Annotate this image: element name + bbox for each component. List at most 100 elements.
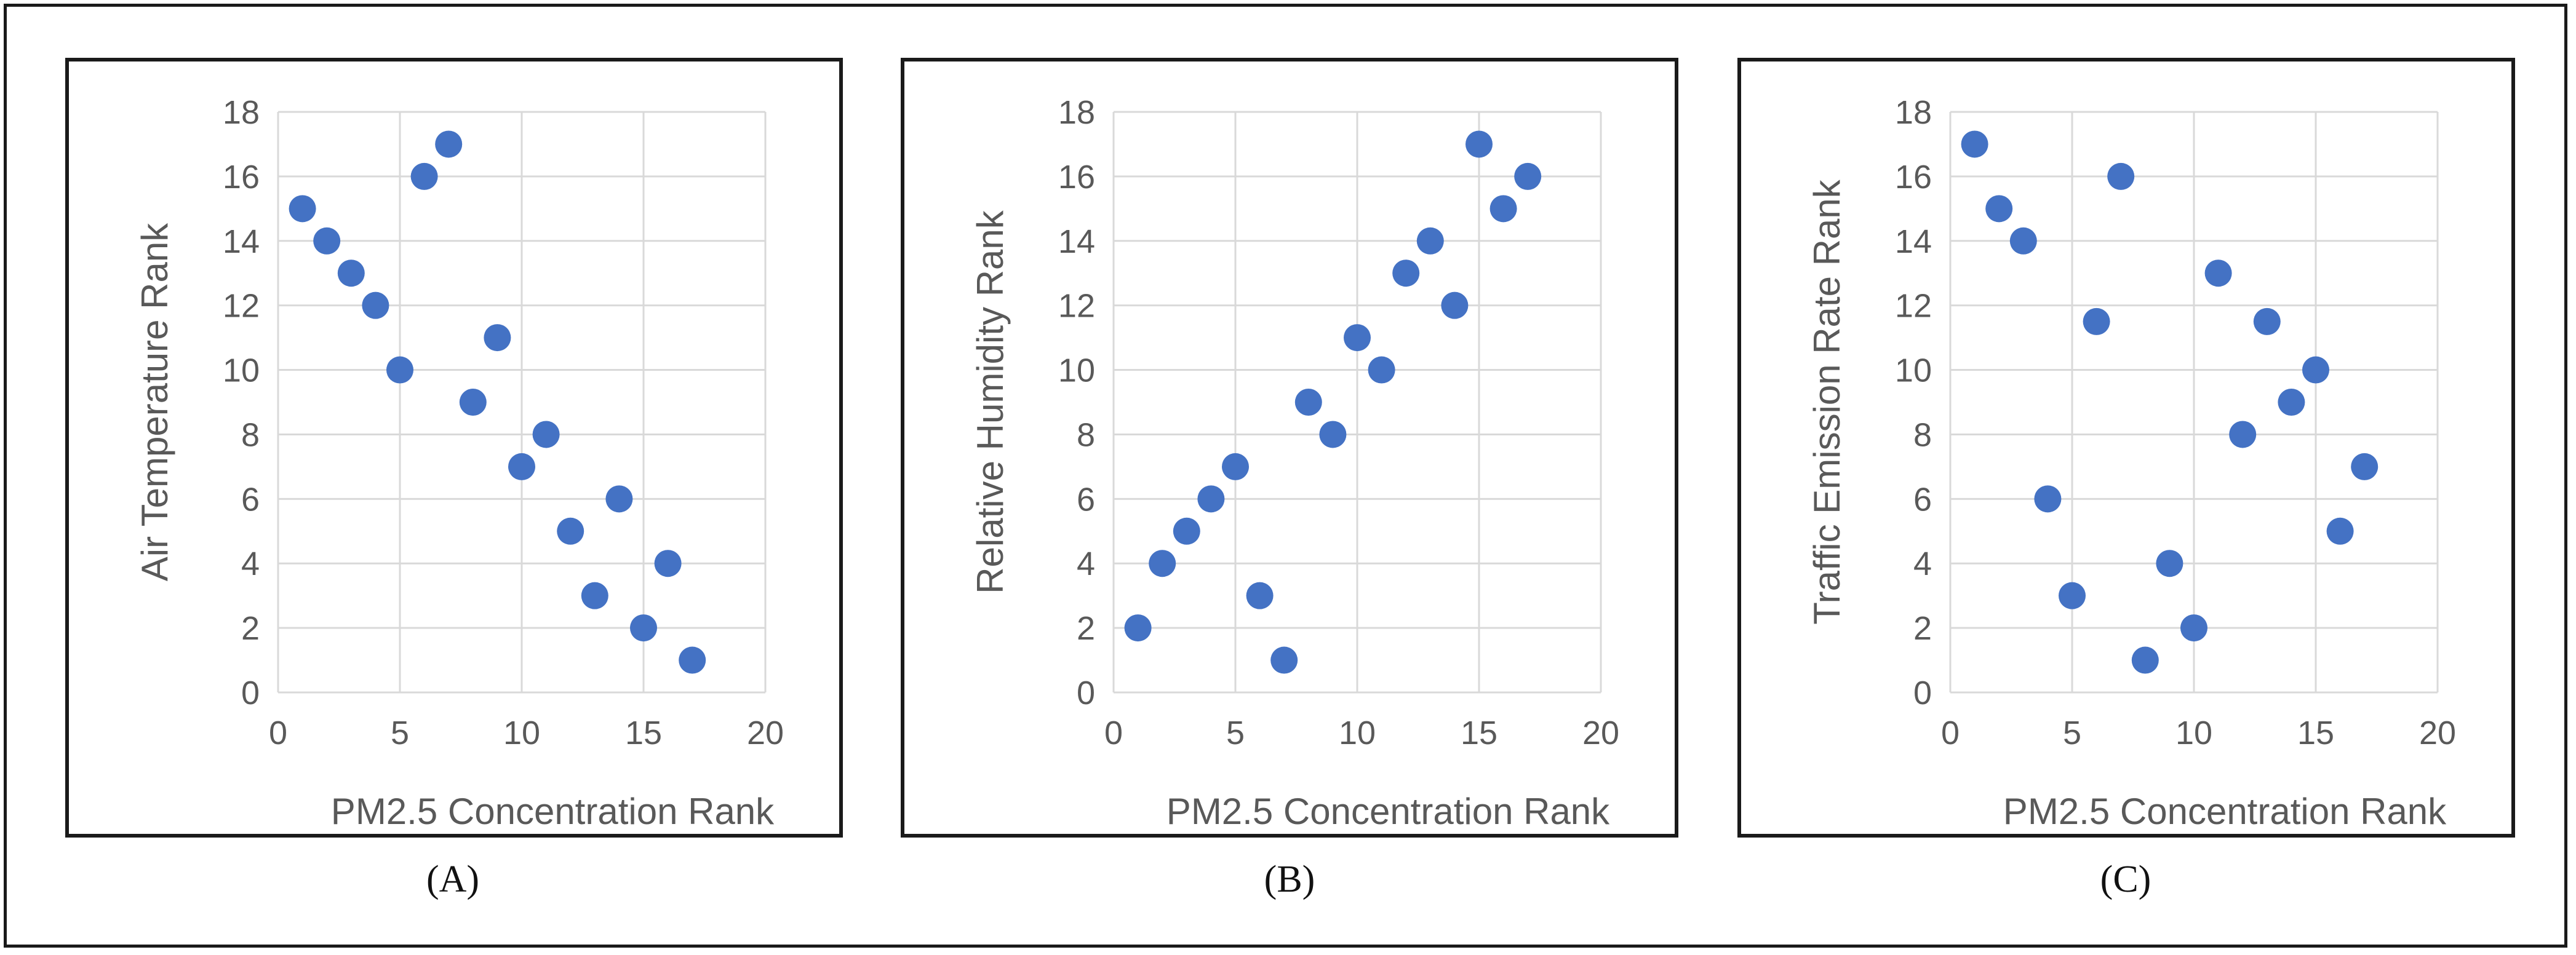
y-tick-label: 2 [1077, 610, 1095, 647]
y-tick-label: 0 [241, 675, 260, 711]
y-tick-label: 0 [1913, 675, 1932, 711]
y-tick-label: 6 [1913, 481, 1932, 518]
y-tick-label: 14 [1058, 223, 1095, 260]
data-point-a-6 [410, 162, 438, 190]
x-tick-label: 10 [2175, 715, 2212, 751]
data-point-a-9 [484, 324, 511, 352]
data-point-b-17 [1514, 162, 1542, 190]
y-tick-label: 4 [1913, 545, 1932, 582]
y-tick-label: 12 [1895, 288, 1932, 325]
data-point-b-16 [1489, 195, 1517, 223]
x-tick-label: 0 [1104, 715, 1123, 751]
chart-panel-b: 0 2 4 6 8 10 12 14 16 18 0 5 10 15 20 PM2.5 Concentrati… [901, 58, 1678, 838]
y-tick-label: 10 [223, 352, 260, 389]
data-point-a-4 [362, 291, 389, 319]
data-point-a-16 [654, 550, 682, 577]
panel-label-a: (A) [426, 858, 480, 900]
panel-label-b: (B) [1264, 858, 1315, 900]
data-point-a-3 [337, 260, 365, 287]
x-tick-label: 10 [1339, 715, 1376, 751]
x-tick-label: 0 [1941, 715, 1960, 751]
y-tick-label: 6 [241, 481, 260, 518]
y-tick-label: 8 [241, 416, 260, 453]
y-tick-label: 16 [1058, 159, 1095, 196]
y-tick-label: 16 [1895, 159, 1932, 196]
data-point-c-1 [1961, 130, 1988, 158]
data-point-b-10 [1344, 324, 1371, 352]
x-tick-label: 20 [747, 715, 784, 751]
data-point-b-14 [1441, 291, 1469, 319]
data-point-c-11 [2204, 260, 2232, 287]
data-point-a-5 [386, 356, 413, 384]
y-tick-label: 12 [1058, 288, 1095, 325]
data-point-a-12 [557, 517, 584, 545]
data-point-b-11 [1368, 356, 1395, 384]
data-point-b-12 [1392, 260, 1420, 287]
data-point-b-6 [1246, 582, 1274, 609]
data-point-a-8 [459, 389, 487, 416]
scatter-chart-c: 0 2 4 6 8 10 12 14 16 18 0 5 10 15 20 PM2.5 Concentrati… [1806, 94, 2456, 832]
y-tick-label: 14 [1895, 223, 1932, 260]
y-tick-label: 16 [223, 159, 260, 196]
x-axis-title: PM2.5 Concentration Rank [331, 791, 775, 832]
x-axis-title: PM2.5 Concentration Rank [1166, 791, 1610, 832]
x-tick-label: 5 [2063, 715, 2081, 751]
data-point-a-7 [435, 130, 463, 158]
data-point-c-15 [2302, 356, 2329, 384]
y-tick-label: 0 [1077, 675, 1095, 711]
x-tick-label: 20 [1582, 715, 1619, 751]
y-tick-label: 12 [223, 288, 260, 325]
data-point-a-10 [508, 453, 535, 480]
y-axis-title: Traffic Emission Rate Rank [1806, 179, 1848, 625]
data-point-c-14 [2278, 389, 2305, 416]
y-tick-label: 2 [1913, 610, 1932, 647]
y-tick-label: 14 [223, 223, 260, 260]
x-tick-label: 5 [1226, 715, 1245, 751]
y-tick-label: 18 [223, 94, 260, 131]
data-point-b-8 [1294, 389, 1322, 416]
x-tick-label: 0 [269, 715, 287, 751]
panel-label-c: (C) [2100, 858, 2151, 900]
data-point-c-16 [2326, 517, 2354, 545]
x-axis-title: PM2.5 Concentration Rank [2003, 791, 2447, 832]
x-tick-label: 20 [2419, 715, 2456, 751]
y-tick-label: 10 [1058, 352, 1095, 389]
data-point-b-3 [1173, 517, 1200, 545]
data-point-a-15 [630, 614, 657, 642]
data-point-c-5 [2059, 582, 2086, 609]
data-point-c-9 [2156, 550, 2183, 577]
x-tick-label: 15 [2297, 715, 2334, 751]
scatter-chart-b: 0 2 4 6 8 10 12 14 16 18 0 5 10 15 20 PM2.5 Concentrati… [970, 94, 1619, 832]
data-point-c-8 [2131, 646, 2159, 674]
x-tick-label: 10 [503, 715, 540, 751]
chart-panel-c: 0 2 4 6 8 10 12 14 16 18 0 5 10 15 20 PM2.5 Concentrati… [1737, 58, 2515, 838]
data-point-c-2 [1985, 195, 2013, 223]
data-point-a-17 [679, 646, 706, 674]
x-tick-label: 15 [625, 715, 662, 751]
data-point-c-3 [2009, 227, 2037, 255]
y-axis-title: Air Temperature Rank [134, 223, 175, 581]
y-tick-label: 2 [241, 610, 260, 647]
data-point-b-9 [1319, 421, 1347, 448]
data-point-c-13 [2253, 307, 2281, 335]
data-point-a-2 [313, 227, 341, 255]
data-point-b-15 [1465, 130, 1493, 158]
data-point-b-13 [1416, 227, 1444, 255]
data-point-c-6 [2083, 307, 2110, 335]
x-tick-label: 5 [391, 715, 409, 751]
data-point-b-5 [1222, 453, 1249, 480]
y-axis-title: Relative Humidity Rank [970, 210, 1011, 594]
data-point-c-12 [2229, 421, 2257, 448]
data-point-c-4 [2034, 485, 2062, 513]
y-tick-label: 8 [1077, 416, 1095, 453]
y-tick-label: 18 [1895, 94, 1932, 131]
chart-panel-a: 0 2 4 6 8 10 12 14 16 18 0 5 10 15 20 PM2.5 Concentrati… [65, 58, 843, 838]
data-point-a-11 [532, 421, 560, 448]
data-point-a-14 [605, 485, 633, 513]
data-point-c-10 [2180, 614, 2207, 642]
scatter-chart-a: 0 2 4 6 8 10 12 14 16 18 0 5 10 15 20 PM2.5 Concentrati… [134, 94, 784, 832]
data-point-c-7 [2107, 162, 2135, 190]
data-point-a-13 [581, 582, 608, 609]
data-point-c-17 [2351, 453, 2379, 480]
y-tick-label: 6 [1077, 481, 1095, 518]
